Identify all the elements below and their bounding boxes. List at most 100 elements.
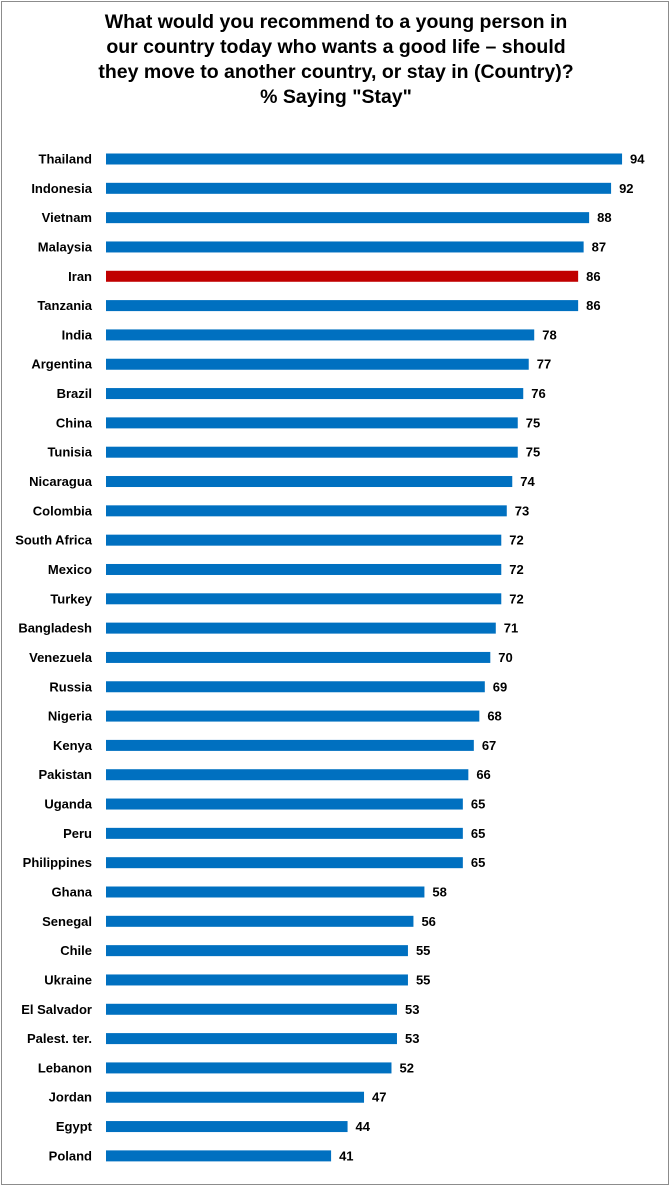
bar-tunisia (106, 446, 518, 458)
bar-south-africa (106, 534, 502, 546)
bar-mexico (106, 563, 502, 575)
value-label: 77 (537, 357, 551, 372)
bar-pakistan (106, 769, 469, 781)
category-label: Egypt (56, 1119, 93, 1134)
category-label: Iran (68, 269, 92, 284)
value-label: 86 (586, 269, 600, 284)
value-label: 69 (493, 679, 507, 694)
chart-title-line-2: our country today who wants a good life … (106, 36, 566, 58)
bar-vietnam (106, 212, 590, 224)
value-label: 67 (482, 738, 496, 753)
bar-russia (106, 681, 485, 693)
category-label: Thailand (39, 152, 93, 167)
value-label: 86 (586, 298, 600, 313)
value-label: 72 (509, 533, 523, 548)
bar-uganda (106, 798, 463, 810)
bar-thailand (106, 153, 623, 165)
bar-indonesia (106, 182, 612, 194)
value-label: 74 (520, 474, 535, 489)
chart-title-line-1: What would you recommend to a young pers… (104, 11, 568, 33)
bar-chile (106, 945, 408, 957)
value-label: 41 (339, 1148, 353, 1163)
value-label: 94 (630, 152, 645, 167)
category-label: South Africa (15, 533, 93, 548)
bar-iran (106, 270, 579, 282)
category-label: Philippines (23, 855, 92, 870)
bar-ghana (106, 886, 425, 898)
bar-venezuela (106, 651, 491, 663)
category-label: India (62, 327, 93, 342)
category-label: Russia (49, 679, 92, 694)
category-label: Brazil (57, 386, 92, 401)
category-label: Mexico (48, 562, 92, 577)
value-label: 70 (498, 650, 512, 665)
category-label: El Salvador (21, 1002, 92, 1017)
value-label: 72 (509, 591, 523, 606)
category-label: Chile (60, 943, 92, 958)
value-label: 44 (356, 1119, 371, 1134)
category-label: Indonesia (31, 181, 92, 196)
value-label: 56 (421, 914, 435, 929)
chart-subtitle: % Saying "Stay" (260, 86, 412, 108)
bar-kenya (106, 739, 474, 751)
value-label: 58 (432, 885, 446, 900)
value-label: 55 (416, 972, 430, 987)
bar-ukraine (106, 974, 408, 986)
value-label: 55 (416, 943, 430, 958)
bar-el-salvador (106, 1003, 397, 1015)
bar-nicaragua (106, 476, 513, 488)
category-label: Pakistan (39, 767, 93, 782)
category-label: Nigeria (48, 709, 93, 724)
bar-peru (106, 827, 463, 839)
bar-malaysia (106, 241, 584, 253)
value-label: 53 (405, 1002, 419, 1017)
bar-colombia (106, 505, 507, 517)
category-label: Malaysia (38, 239, 93, 254)
value-label: 65 (471, 797, 485, 812)
category-label: Nicaragua (29, 474, 93, 489)
category-label: Peru (63, 826, 92, 841)
category-label: Jordan (49, 1090, 92, 1105)
value-label: 78 (542, 327, 556, 342)
category-label: Lebanon (38, 1060, 92, 1075)
value-label: 92 (619, 181, 633, 196)
bar-palest-ter (106, 1033, 397, 1045)
category-label: Tunisia (47, 445, 92, 460)
category-label: Senegal (42, 914, 92, 929)
value-label: 47 (372, 1090, 386, 1105)
bar-brazil (106, 388, 524, 400)
category-label: China (56, 415, 93, 430)
value-label: 68 (487, 709, 501, 724)
bar-jordan (106, 1091, 365, 1103)
bar-egypt (106, 1121, 348, 1133)
category-label: Palest. ter. (27, 1031, 92, 1046)
bar-bangladesh (106, 622, 496, 634)
bar-senegal (106, 915, 414, 927)
value-label: 87 (592, 239, 606, 254)
chart-title-line-3: they move to another country, or stay in… (98, 61, 574, 83)
bar-poland (106, 1150, 332, 1162)
value-label: 53 (405, 1031, 419, 1046)
category-label: Poland (49, 1148, 92, 1163)
category-label: Argentina (31, 357, 92, 372)
value-label: 65 (471, 855, 485, 870)
bar-lebanon (106, 1062, 392, 1074)
value-label: 75 (526, 445, 540, 460)
value-label: 76 (531, 386, 545, 401)
plot-area: Thailand 94 Indonesia 92 Vietnam 88 Malaysia 87… (15, 152, 645, 1164)
category-label: Colombia (33, 503, 93, 518)
chart-title: What would you recommend to a young pers… (0, 10, 672, 110)
category-label: Kenya (53, 738, 93, 753)
value-label: 88 (597, 210, 611, 225)
bar-tanzania (106, 300, 579, 312)
category-label: Bangladesh (18, 621, 92, 636)
category-label: Uganda (44, 797, 92, 812)
value-label: 66 (476, 767, 490, 782)
bar-philippines (106, 857, 463, 869)
value-label: 73 (515, 503, 529, 518)
bar-turkey (106, 593, 502, 605)
bar-china (106, 417, 518, 429)
category-label: Ghana (52, 885, 93, 900)
